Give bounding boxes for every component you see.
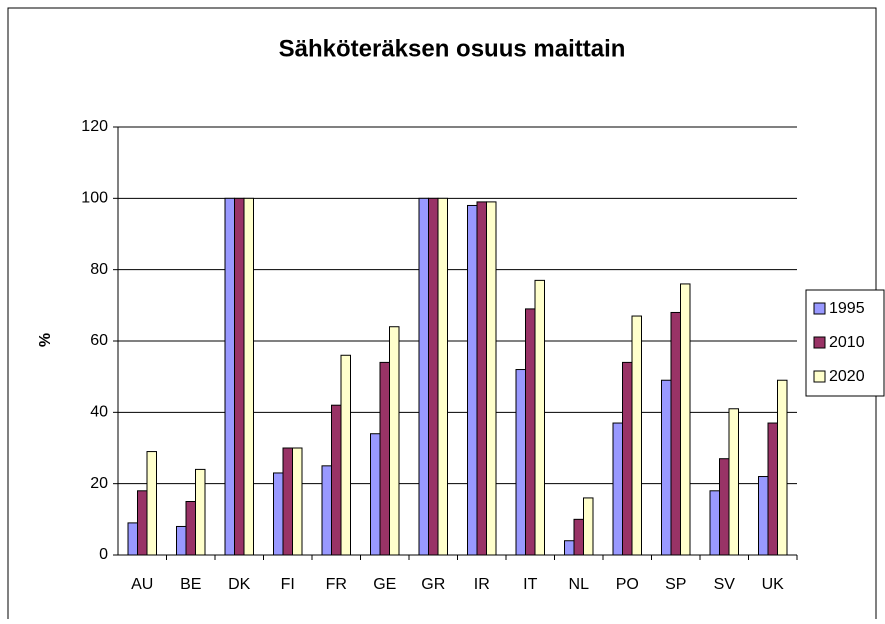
bar [467, 204, 478, 556]
bar [137, 490, 148, 556]
legend-label: 2020 [829, 368, 865, 385]
bar [534, 279, 545, 556]
bar [486, 201, 497, 556]
x-tick-label: BE [180, 576, 201, 593]
bar [273, 472, 284, 556]
bar [476, 201, 487, 556]
bar [661, 379, 672, 556]
bar [525, 308, 536, 556]
bar [331, 404, 342, 556]
bar [767, 422, 778, 556]
bar [437, 197, 448, 556]
bar [224, 197, 235, 556]
bar [418, 197, 429, 556]
y-axis-label: % [37, 333, 54, 347]
x-tick-label: FR [326, 576, 347, 593]
x-tick-label: DK [228, 576, 251, 593]
bar [176, 525, 187, 556]
x-tick-label: GR [421, 576, 445, 593]
bar [515, 369, 526, 556]
y-tick-label: 120 [81, 118, 108, 135]
x-tick-label: NL [569, 576, 590, 593]
x-tick-label: AU [131, 576, 153, 593]
bar [564, 540, 575, 556]
bar [195, 468, 206, 556]
bar [282, 447, 293, 556]
bar [583, 497, 594, 556]
y-tick-label: 0 [99, 546, 108, 563]
bar [758, 476, 769, 556]
x-tick-label: PO [616, 576, 639, 593]
bar [719, 458, 730, 556]
x-tick-label: GE [373, 576, 396, 593]
bar [728, 408, 739, 556]
x-tick-label: UK [762, 576, 785, 593]
bar [680, 283, 691, 556]
bar [389, 326, 400, 556]
bar [379, 361, 390, 556]
bar [321, 465, 332, 556]
bar [777, 379, 788, 556]
x-tick-label: SP [665, 576, 686, 593]
x-tick-label: IT [523, 576, 537, 593]
bar [340, 354, 351, 556]
bar [709, 490, 720, 556]
legend-label: 1995 [829, 300, 865, 317]
bar [243, 197, 254, 556]
bar [185, 501, 196, 556]
bar [146, 451, 157, 556]
x-tick-label: SV [714, 576, 736, 593]
y-tick-label: 100 [81, 190, 108, 207]
legend-swatch [813, 302, 826, 315]
x-tick-label: IR [474, 576, 490, 593]
bar [234, 197, 245, 556]
legend-swatch [813, 370, 826, 383]
x-tick-label: FI [281, 576, 295, 593]
bar [428, 197, 439, 556]
y-tick-label: 40 [90, 404, 108, 421]
y-tick-label: 80 [90, 261, 108, 278]
bar [292, 447, 303, 556]
legend-label: 2010 [829, 334, 865, 351]
y-tick-label: 60 [90, 332, 108, 349]
bar [622, 361, 633, 556]
bar [573, 518, 584, 556]
chart-title: Sähköteräksen osuus maittain [279, 35, 626, 62]
bar [631, 315, 642, 556]
bar [612, 422, 623, 556]
bar [127, 522, 138, 556]
y-tick-label: 20 [90, 475, 108, 492]
legend-swatch [813, 336, 826, 349]
bar [370, 433, 381, 556]
bar [670, 311, 681, 556]
